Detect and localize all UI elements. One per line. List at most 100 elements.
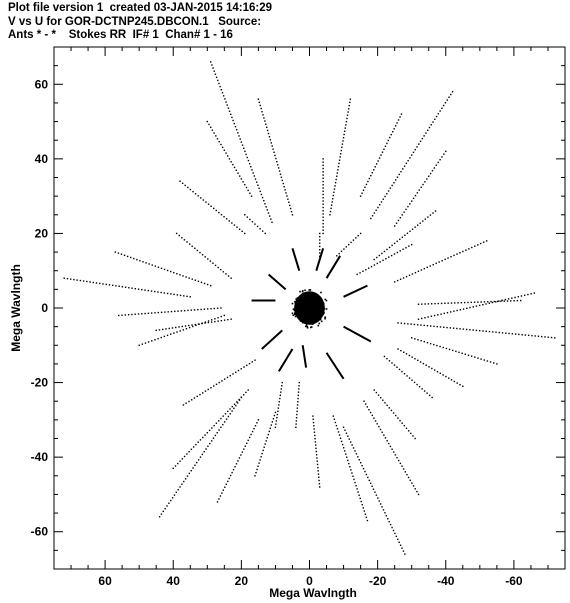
uv-point	[408, 377, 411, 379]
uv-point	[452, 349, 454, 352]
uv-point	[319, 232, 321, 235]
uv-point	[348, 462, 350, 465]
uv-point	[151, 340, 153, 342]
uv-point	[355, 237, 357, 239]
y-tick-label: 40	[35, 152, 49, 166]
uv-point	[365, 269, 367, 271]
uv-track-21	[274, 381, 283, 429]
uv-point	[246, 364, 248, 367]
uv-point	[399, 216, 402, 219]
uv-point	[120, 253, 123, 255]
uv-point	[219, 85, 221, 88]
uv-point	[437, 161, 439, 164]
uv-point	[187, 186, 189, 189]
uv-point	[411, 482, 413, 484]
uv-point	[314, 437, 316, 440]
uv-core-point	[308, 289, 311, 291]
uv-point	[381, 151, 384, 153]
uv-point	[191, 278, 193, 280]
uv-point	[89, 281, 91, 283]
uv-point	[347, 108, 350, 110]
uv-point	[225, 418, 228, 420]
uv-point	[237, 369, 240, 372]
uv-point	[194, 279, 197, 281]
title-line-1: Plot file version 1 created 03-JAN-2015 …	[8, 2, 272, 14]
uv-point	[441, 260, 443, 262]
uv-point	[285, 192, 287, 194]
uv-point	[407, 205, 409, 208]
uv-point	[185, 402, 187, 404]
uv-point	[376, 256, 378, 259]
uv-point	[227, 318, 229, 321]
uv-track-16	[363, 400, 420, 496]
uv-point	[144, 289, 146, 291]
uv-point	[315, 450, 318, 453]
uv-point	[121, 286, 124, 288]
uv-point	[416, 324, 419, 326]
uv-point	[364, 513, 367, 515]
uv-point	[344, 429, 346, 431]
uv-point	[458, 351, 460, 354]
uv-point	[345, 124, 347, 126]
uv-point	[288, 201, 290, 203]
uv-core-point	[294, 307, 297, 309]
uv-core-point	[324, 298, 327, 301]
uv-point	[346, 114, 349, 116]
uv-point	[213, 132, 215, 134]
y-tick-label: -20	[31, 376, 49, 390]
uv-point	[265, 206, 267, 208]
uv-point	[92, 281, 95, 284]
uv-point	[154, 265, 157, 267]
uv-point	[273, 414, 276, 417]
uv-point	[361, 464, 363, 467]
uv-point	[347, 435, 349, 437]
uv-point	[482, 303, 484, 306]
uv-point	[207, 308, 209, 310]
uv-point	[507, 298, 510, 300]
uv-point	[447, 302, 449, 304]
uv-point	[452, 327, 455, 329]
uv-point	[264, 120, 266, 122]
uv-point	[160, 267, 163, 270]
uv-point	[429, 214, 432, 216]
uv-point	[500, 300, 502, 302]
uv-point	[483, 301, 486, 303]
uv-point	[396, 279, 399, 282]
uv-point	[263, 117, 265, 119]
uv-point	[170, 333, 172, 335]
uv-point	[401, 547, 403, 549]
uv-point	[157, 337, 159, 340]
uv-track-0	[210, 61, 273, 223]
uv-point	[465, 249, 467, 251]
uv-point	[351, 472, 353, 474]
uv-point	[393, 253, 396, 255]
uv-point	[401, 214, 403, 216]
uv-point	[232, 468, 235, 471]
y-tick-label: 0	[41, 301, 48, 315]
uv-point	[407, 430, 410, 432]
uv-point	[295, 423, 297, 425]
uv-point	[399, 278, 402, 280]
uv-point	[268, 215, 271, 217]
uv-point	[346, 117, 348, 120]
uv-point	[193, 397, 196, 399]
uv-point	[510, 300, 512, 302]
uv-point	[322, 223, 324, 225]
uv-track-5	[206, 120, 253, 197]
uv-point	[373, 258, 375, 261]
uv-point	[477, 301, 479, 303]
uv-track-29	[118, 307, 222, 317]
uv-core-point	[325, 299, 328, 302]
uv-point	[390, 254, 393, 257]
uv-point	[395, 222, 398, 224]
uv-point	[211, 129, 214, 131]
uv-core-point	[294, 302, 297, 305]
uv-point	[319, 245, 321, 248]
uv-point	[193, 309, 196, 311]
uv-point	[441, 107, 443, 109]
uv-point	[137, 313, 140, 315]
uv-point	[351, 444, 353, 446]
uv-point	[460, 302, 463, 304]
uv-point	[364, 186, 366, 189]
uv-point	[207, 388, 209, 391]
